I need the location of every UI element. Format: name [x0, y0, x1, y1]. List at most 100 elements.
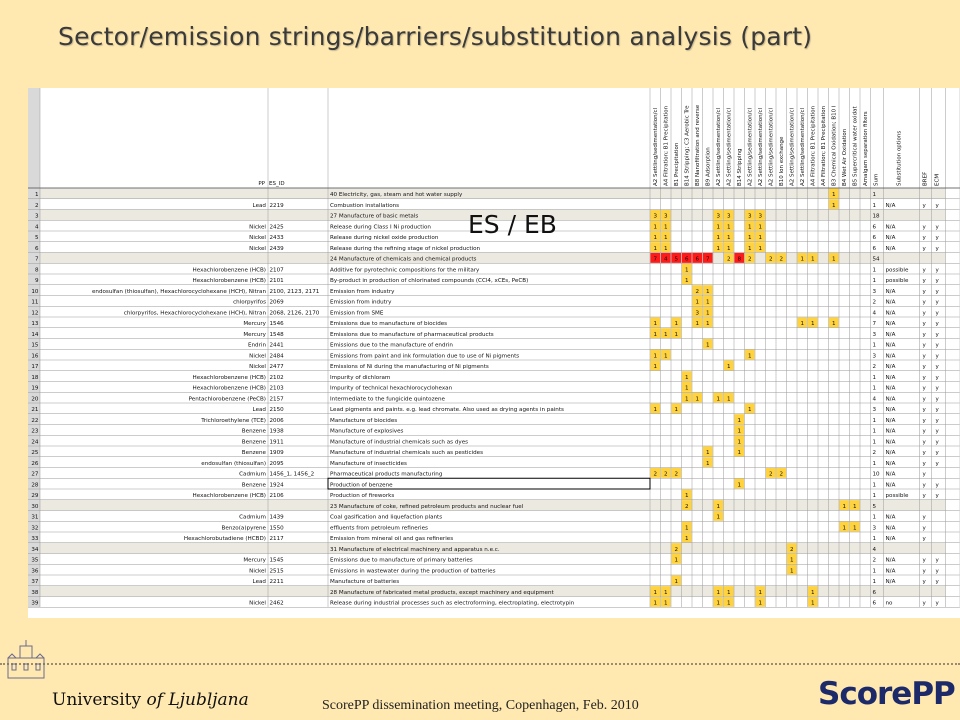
- matrix-cell-fill[interactable]: [786, 543, 797, 554]
- matrix-cell-fill[interactable]: [839, 521, 850, 532]
- matrix-cell-fill[interactable]: [650, 596, 661, 607]
- matrix-cell-fill[interactable]: [807, 596, 818, 607]
- matrix-cell-fill[interactable]: [650, 349, 661, 360]
- matrix-cell-fill[interactable]: [660, 209, 671, 220]
- matrix-cell-fill[interactable]: [671, 467, 682, 478]
- matrix-cell-fill[interactable]: [692, 317, 703, 328]
- matrix-cell-fill[interactable]: [713, 220, 724, 231]
- matrix-cell-fill[interactable]: [692, 285, 703, 296]
- matrix-cell-fill[interactable]: [744, 349, 755, 360]
- matrix-cell-fill[interactable]: [839, 500, 850, 511]
- matrix-cell-fill[interactable]: [713, 392, 724, 403]
- matrix-cell-fill[interactable]: [734, 446, 745, 457]
- matrix-cell-fill[interactable]: [681, 252, 692, 263]
- matrix-cell-fill[interactable]: [723, 252, 734, 263]
- matrix-cell-fill[interactable]: [650, 467, 661, 478]
- matrix-cell-fill[interactable]: [650, 242, 661, 253]
- matrix-cell-fill[interactable]: [650, 220, 661, 231]
- matrix-cell-fill[interactable]: [660, 252, 671, 263]
- matrix-cell-fill[interactable]: [671, 543, 682, 554]
- matrix-cell-fill[interactable]: [723, 209, 734, 220]
- matrix-cell-fill[interactable]: [692, 392, 703, 403]
- matrix-cell-fill[interactable]: [681, 381, 692, 392]
- matrix-cell-fill[interactable]: [797, 252, 808, 263]
- matrix-cell-fill[interactable]: [744, 252, 755, 263]
- matrix-cell-fill[interactable]: [671, 553, 682, 564]
- matrix-cell-fill[interactable]: [734, 435, 745, 446]
- matrix-cell-fill[interactable]: [660, 596, 671, 607]
- matrix-cell-fill[interactable]: [744, 403, 755, 414]
- matrix-cell-fill[interactable]: [681, 392, 692, 403]
- matrix-cell-fill[interactable]: [828, 199, 839, 210]
- matrix-cell-fill[interactable]: [650, 586, 661, 597]
- matrix-cell-fill[interactable]: [723, 242, 734, 253]
- matrix-cell-fill[interactable]: [755, 586, 766, 597]
- matrix-cell-fill[interactable]: [723, 220, 734, 231]
- matrix-cell-fill[interactable]: [776, 252, 787, 263]
- matrix-cell-fill[interactable]: [681, 263, 692, 274]
- matrix-cell-fill[interactable]: [828, 252, 839, 263]
- matrix-cell-fill[interactable]: [702, 285, 713, 296]
- matrix-cell-fill[interactable]: [692, 252, 703, 263]
- matrix-cell-fill[interactable]: [671, 575, 682, 586]
- matrix-cell-fill[interactable]: [660, 231, 671, 242]
- matrix-cell-fill[interactable]: [765, 467, 776, 478]
- matrix-cell-fill[interactable]: [734, 424, 745, 435]
- matrix-cell-fill[interactable]: [807, 586, 818, 597]
- matrix-cell-fill[interactable]: [828, 188, 839, 199]
- selected-cell[interactable]: [327, 477, 651, 490]
- matrix-cell-fill[interactable]: [734, 478, 745, 489]
- matrix-cell-fill[interactable]: [713, 596, 724, 607]
- matrix-cell-fill[interactable]: [734, 252, 745, 263]
- matrix-cell-fill[interactable]: [713, 500, 724, 511]
- matrix-cell-fill[interactable]: [828, 317, 839, 328]
- matrix-cell-fill[interactable]: [723, 392, 734, 403]
- matrix-cell-fill[interactable]: [702, 252, 713, 263]
- matrix-cell-fill[interactable]: [713, 510, 724, 521]
- matrix-cell-fill[interactable]: [755, 220, 766, 231]
- matrix-cell-fill[interactable]: [744, 242, 755, 253]
- emission-matrix[interactable]: PP ES_ID A2 Settling/sedimentation/cl A4 Fi…: [28, 88, 960, 618]
- matrix-cell-fill[interactable]: [713, 231, 724, 242]
- matrix-cell-fill[interactable]: [650, 360, 661, 371]
- matrix-cell-fill[interactable]: [660, 349, 671, 360]
- matrix-cell-fill[interactable]: [681, 489, 692, 500]
- matrix-cell-fill[interactable]: [723, 231, 734, 242]
- matrix-cell-fill[interactable]: [807, 252, 818, 263]
- matrix-cell-fill[interactable]: [681, 274, 692, 285]
- matrix-cell-fill[interactable]: [671, 317, 682, 328]
- matrix-cell-fill[interactable]: [797, 317, 808, 328]
- matrix-cell-fill[interactable]: [660, 220, 671, 231]
- matrix-cell-fill[interactable]: [755, 242, 766, 253]
- matrix-cell-fill[interactable]: [692, 306, 703, 317]
- matrix-cell-fill[interactable]: [723, 360, 734, 371]
- matrix-cell-fill[interactable]: [702, 457, 713, 468]
- matrix-cell-fill[interactable]: [650, 252, 661, 263]
- matrix-cell-fill[interactable]: [713, 209, 724, 220]
- matrix-cell-fill[interactable]: [702, 317, 713, 328]
- matrix-cell-fill[interactable]: [692, 295, 703, 306]
- spreadsheet[interactable]: PP ES_ID A2 Settling/sedimentation/cl A4 Fi…: [28, 88, 960, 618]
- matrix-cell-fill[interactable]: [650, 209, 661, 220]
- matrix-cell-fill[interactable]: [660, 586, 671, 597]
- matrix-cell-fill[interactable]: [765, 252, 776, 263]
- matrix-cell-fill[interactable]: [650, 317, 661, 328]
- matrix-cell-fill[interactable]: [702, 306, 713, 317]
- matrix-cell-fill[interactable]: [849, 521, 860, 532]
- matrix-cell-fill[interactable]: [660, 328, 671, 339]
- matrix-cell-fill[interactable]: [681, 500, 692, 511]
- matrix-cell-fill[interactable]: [755, 209, 766, 220]
- matrix-cell-fill[interactable]: [734, 414, 745, 425]
- matrix-cell-fill[interactable]: [786, 553, 797, 564]
- matrix-cell-fill[interactable]: [681, 532, 692, 543]
- matrix-cell-fill[interactable]: [671, 252, 682, 263]
- matrix-cell-fill[interactable]: [650, 328, 661, 339]
- matrix-cell-fill[interactable]: [681, 521, 692, 532]
- matrix-cell-fill[interactable]: [807, 317, 818, 328]
- matrix-cell-fill[interactable]: [744, 209, 755, 220]
- matrix-cell-fill[interactable]: [650, 403, 661, 414]
- matrix-cell-fill[interactable]: [723, 586, 734, 597]
- matrix-cell-fill[interactable]: [671, 403, 682, 414]
- matrix-cell-fill[interactable]: [650, 231, 661, 242]
- matrix-cell-fill[interactable]: [702, 338, 713, 349]
